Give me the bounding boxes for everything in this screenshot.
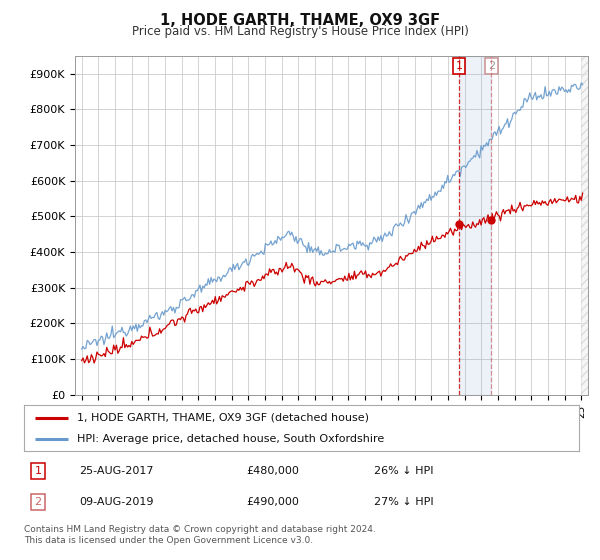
Text: 26% ↓ HPI: 26% ↓ HPI [374,466,433,476]
Text: 1, HODE GARTH, THAME, OX9 3GF: 1, HODE GARTH, THAME, OX9 3GF [160,13,440,27]
Text: £480,000: £480,000 [246,466,299,476]
Text: 09-AUG-2019: 09-AUG-2019 [79,497,154,507]
Text: Contains HM Land Registry data © Crown copyright and database right 2024.
This d: Contains HM Land Registry data © Crown c… [24,525,376,545]
Text: HPI: Average price, detached house, South Oxfordshire: HPI: Average price, detached house, Sout… [77,435,384,444]
Text: 2: 2 [34,497,41,507]
Text: Price paid vs. HM Land Registry's House Price Index (HPI): Price paid vs. HM Land Registry's House … [131,25,469,38]
Text: 1, HODE GARTH, THAME, OX9 3GF (detached house): 1, HODE GARTH, THAME, OX9 3GF (detached … [77,413,369,423]
Text: 27% ↓ HPI: 27% ↓ HPI [374,497,433,507]
Text: 2: 2 [488,61,495,71]
Bar [459,56,491,395]
Text: 25-AUG-2017: 25-AUG-2017 [79,466,154,476]
Text: 1: 1 [34,466,41,476]
Text: £490,000: £490,000 [246,497,299,507]
Text: 1: 1 [455,61,463,71]
